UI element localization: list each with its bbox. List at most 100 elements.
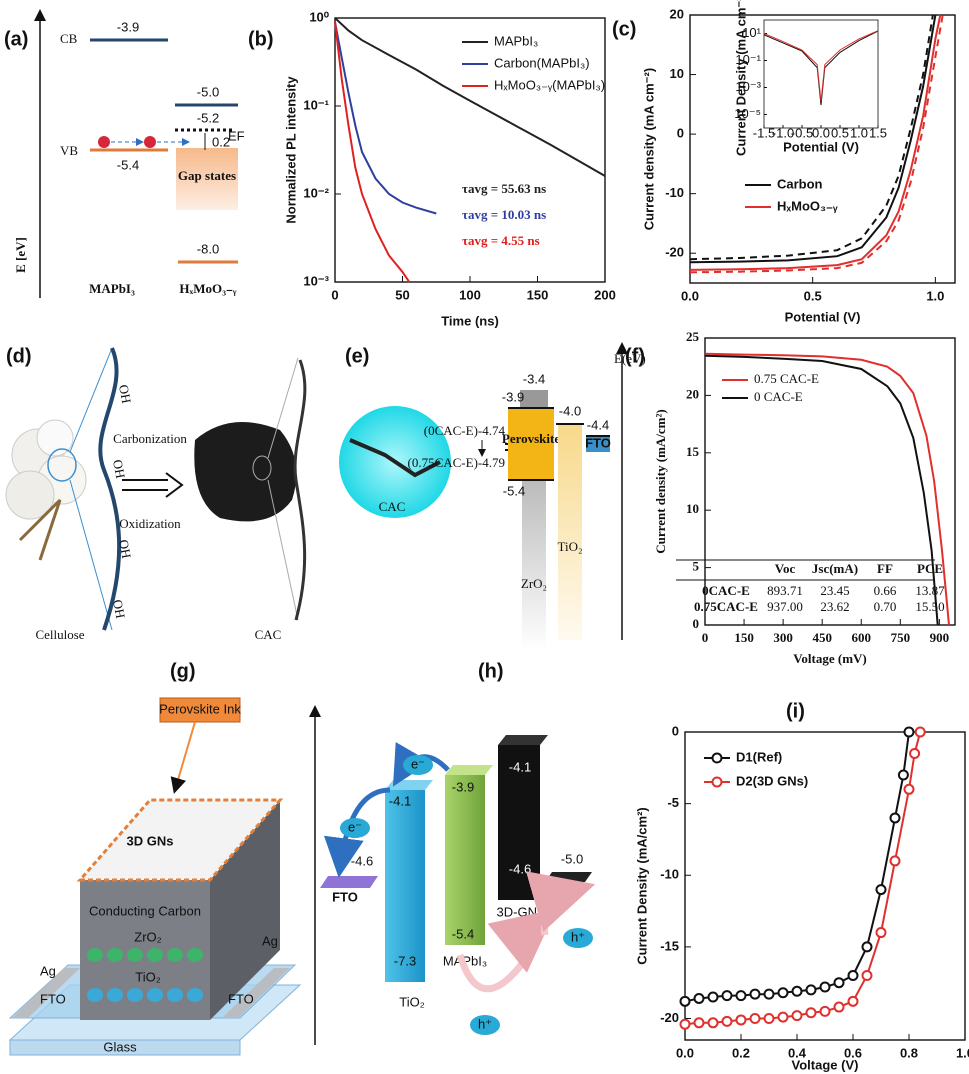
series-line bbox=[334, 21, 437, 215]
plot-frame bbox=[689, 14, 956, 284]
legend-label: D2(3D GNs) bbox=[736, 773, 808, 788]
x-tick-label: -1.5 bbox=[753, 125, 775, 140]
charge bbox=[98, 136, 110, 148]
table-row-label: 0.75CAC-E bbox=[694, 599, 758, 614]
x-tick-label: 0.5 bbox=[804, 288, 822, 303]
material-label: 3D-GNs bbox=[497, 904, 544, 919]
y-tick-label: -20 bbox=[665, 245, 684, 260]
component-label: Ag bbox=[262, 933, 278, 948]
series-line bbox=[704, 354, 939, 626]
level-label: -4.1 bbox=[509, 759, 531, 774]
y-tick-label: 10 bbox=[670, 66, 684, 81]
table-cell: 23.62 bbox=[820, 599, 849, 614]
work-function: (0CAC-E)-4.74 bbox=[424, 423, 506, 438]
material-label: Cellulose bbox=[35, 627, 84, 642]
series-line bbox=[689, 14, 942, 271]
layer-label: Perovskite bbox=[502, 431, 560, 446]
series-line bbox=[763, 30, 879, 106]
level-label: -7.3 bbox=[394, 953, 416, 968]
table-cell: 0.66 bbox=[874, 583, 897, 598]
y-tick-label: -15 bbox=[660, 938, 679, 953]
level-label: -4.1 bbox=[389, 793, 411, 808]
group-label: OH bbox=[116, 383, 134, 404]
point bbox=[903, 726, 915, 738]
component-label: 3D GNs bbox=[127, 833, 174, 848]
point bbox=[707, 1017, 719, 1029]
process-arrow bbox=[165, 472, 184, 498]
point bbox=[889, 855, 901, 867]
mapi-bar bbox=[445, 775, 485, 945]
level-label: -8.0 bbox=[197, 241, 219, 256]
table-cell: 937.00 bbox=[767, 599, 803, 614]
x-tick-label: 300 bbox=[773, 630, 793, 645]
y-tick-label: 15 bbox=[686, 444, 700, 459]
level-label: -5.4 bbox=[452, 926, 474, 941]
level-label: -4.6 bbox=[509, 861, 531, 876]
series-line bbox=[763, 30, 879, 102]
legend-label: D1(Ref) bbox=[736, 749, 782, 764]
panel-label: (d) bbox=[6, 345, 32, 367]
point bbox=[791, 985, 803, 997]
table-row-label: 0CAC-E bbox=[702, 583, 750, 598]
y-tick-label: 10 bbox=[686, 501, 699, 516]
x-tick-label: 150 bbox=[527, 287, 549, 302]
level-label: -3.9 bbox=[452, 779, 474, 794]
cellulose-chain bbox=[98, 347, 122, 631]
carbon-powder bbox=[194, 422, 297, 522]
zoom-line bbox=[69, 479, 113, 631]
gap-label: Gap states bbox=[178, 168, 236, 183]
legend-label: HₓMoO₃₋ᵧ(MAPbI₃) bbox=[494, 77, 605, 92]
y-axis-title: Current Density (mA/cm²) bbox=[634, 807, 649, 964]
point bbox=[861, 941, 873, 953]
point bbox=[847, 995, 859, 1007]
material-label: HₓMoO₃₋ᵧ bbox=[179, 281, 236, 296]
point bbox=[875, 884, 887, 896]
point bbox=[819, 981, 831, 993]
series-line bbox=[689, 14, 934, 261]
x-tick-label: 450 bbox=[812, 630, 832, 645]
point bbox=[833, 1001, 845, 1013]
x-axis-title: Voltage (V) bbox=[792, 1057, 859, 1072]
panel-label: (a) bbox=[4, 28, 28, 50]
series-line bbox=[689, 14, 944, 274]
y-tick-label: 10⁻⁵ bbox=[734, 106, 761, 121]
point bbox=[833, 977, 845, 989]
y-tick-label: 0 bbox=[672, 723, 679, 738]
table-cell: 893.71 bbox=[767, 583, 803, 598]
step-label: Oxidization bbox=[119, 516, 181, 531]
x-tick-label: 0.6 bbox=[844, 1045, 862, 1060]
legend-label: HₓMoO₃₋ᵧ bbox=[777, 198, 838, 213]
carbon-block bbox=[80, 880, 210, 1020]
x-tick-label: 0.0 bbox=[812, 125, 830, 140]
x-tick-label: 200 bbox=[594, 287, 616, 302]
carrier: e⁻ bbox=[411, 756, 425, 771]
y-tick-label: -10 bbox=[665, 185, 684, 200]
zoom-line bbox=[69, 347, 113, 453]
level-label: -4.0 bbox=[559, 403, 581, 418]
plot-frame bbox=[704, 337, 956, 626]
x-tick-label: -1.0 bbox=[772, 125, 794, 140]
fto-level bbox=[320, 876, 378, 888]
step-label: Carbonization bbox=[113, 431, 187, 446]
y-tick-label: 10⁻³ bbox=[303, 273, 329, 288]
material-label: MAPbI₃ bbox=[89, 281, 135, 296]
y-tick-label: 20 bbox=[670, 6, 684, 21]
x-tick-label: 1.0 bbox=[956, 1045, 969, 1060]
tio2-bar bbox=[385, 790, 425, 982]
x-axis-title: Potential (V) bbox=[785, 309, 861, 324]
table-cell: 13.87 bbox=[915, 583, 945, 598]
material-label: CAC bbox=[255, 627, 282, 642]
level-label: -4.6 bbox=[351, 853, 373, 868]
y-axis-title: Current density (mA cm⁻²) bbox=[641, 68, 656, 230]
band-label: VB bbox=[60, 143, 78, 158]
component-label: Conducting Carbon bbox=[89, 903, 201, 918]
level-label: -3.9 bbox=[502, 389, 524, 404]
carrier: h⁺ bbox=[571, 929, 585, 944]
material-label: TiO₂ bbox=[399, 994, 425, 1009]
x-tick-label: 0.0 bbox=[676, 1045, 694, 1060]
level-label: -5.0 bbox=[197, 84, 219, 99]
panel-label: (f) bbox=[625, 345, 645, 367]
x-tick-label: 0.8 bbox=[900, 1045, 918, 1060]
x-tick-label: -0.5 bbox=[791, 125, 813, 140]
component-label: TiO₂ bbox=[135, 969, 161, 984]
